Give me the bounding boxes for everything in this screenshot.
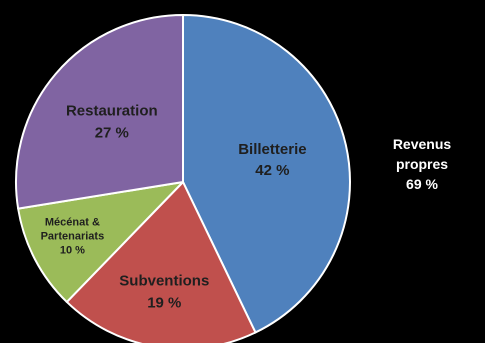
annotation-line-1: Revenus xyxy=(392,136,452,152)
pie-slice-label-line: 27 % xyxy=(95,125,129,142)
pie-slice-label-line: Partenariats xyxy=(41,231,105,243)
pie-slice-1 xyxy=(182,14,351,334)
pie-slice-label-line: 19 % xyxy=(147,295,181,312)
pie-slice-label-line: Billetterie xyxy=(238,141,306,158)
pie-slice-label-1: Billetterie 42 % xyxy=(238,141,306,179)
pie-slice-4 xyxy=(15,14,184,210)
pie-slices xyxy=(15,14,351,343)
annotation-line-2: propres xyxy=(395,156,449,172)
own-revenue-annotation: Revenus propres 69 % xyxy=(372,134,472,194)
pie-slice-label-line: Subventions xyxy=(119,273,209,290)
pie-slice-label-2: Subventions 19 % xyxy=(119,273,209,312)
pie-slice-label-4: Restauration 27 % xyxy=(66,103,158,142)
pie-slice-3 xyxy=(17,181,184,303)
pie-slice-label-line: Mécénat & xyxy=(45,217,100,229)
pie-slice-label-line: 42 % xyxy=(255,162,289,179)
pie-labels: Billetterie 42 % Subventions 19 % Mécénat & P… xyxy=(41,103,307,312)
pie-slice-label-3: Mécénat & Partenariats 10 % xyxy=(41,217,105,257)
annotation-line-3: 69 % xyxy=(406,176,438,192)
pie-slice-label-line: Restauration xyxy=(66,103,158,120)
pie-slice-label-line: 10 % xyxy=(60,245,85,257)
pie-slice-2 xyxy=(65,181,257,343)
